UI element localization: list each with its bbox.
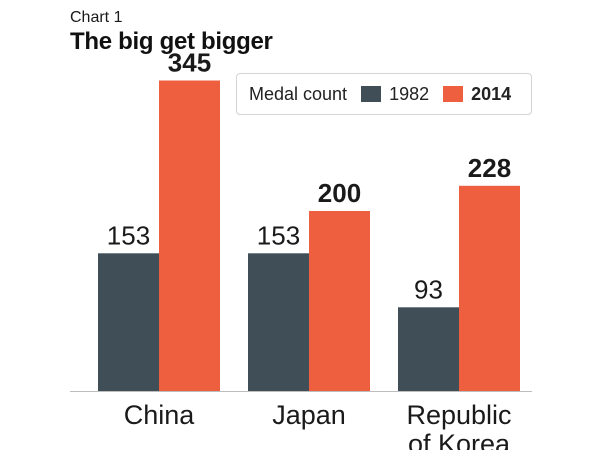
category-label-2-0: Republic [406,400,511,430]
data-label-2014-1: 200 [318,178,361,208]
category-label-0-0: China [124,400,196,430]
chart-kicker: Chart 1 [70,9,123,26]
data-label-1982-2: 93 [414,274,443,304]
legend-label-1982: 1982 [389,83,430,104]
bar-2014-2 [459,185,520,391]
legend-title: Medal count [249,83,348,104]
data-label-1982-1: 153 [257,220,300,250]
data-label-2014-0: 345 [168,48,211,78]
data-label-1982-0: 153 [107,220,150,250]
legend-swatch-2014 [443,86,464,102]
legend-swatch-1982 [361,86,382,102]
bar-2014-1 [309,211,370,391]
chart-title: The big get bigger [70,28,273,55]
legend-item-2014: 2014 [443,84,511,105]
bar-2014-0 [159,80,220,391]
bar-1982-2 [398,307,459,391]
bar-1982-1 [248,253,309,391]
chart-legend: Medal count 1982 2014 [236,73,532,115]
category-label-2-1: of Korea [408,429,511,450]
category-label-1-0: Japan [272,400,346,430]
legend-label-2014: 2014 [471,83,512,104]
bar-1982-0 [98,253,159,391]
data-label-2014-2: 228 [468,153,511,183]
legend-item-1982: 1982 [361,84,429,105]
